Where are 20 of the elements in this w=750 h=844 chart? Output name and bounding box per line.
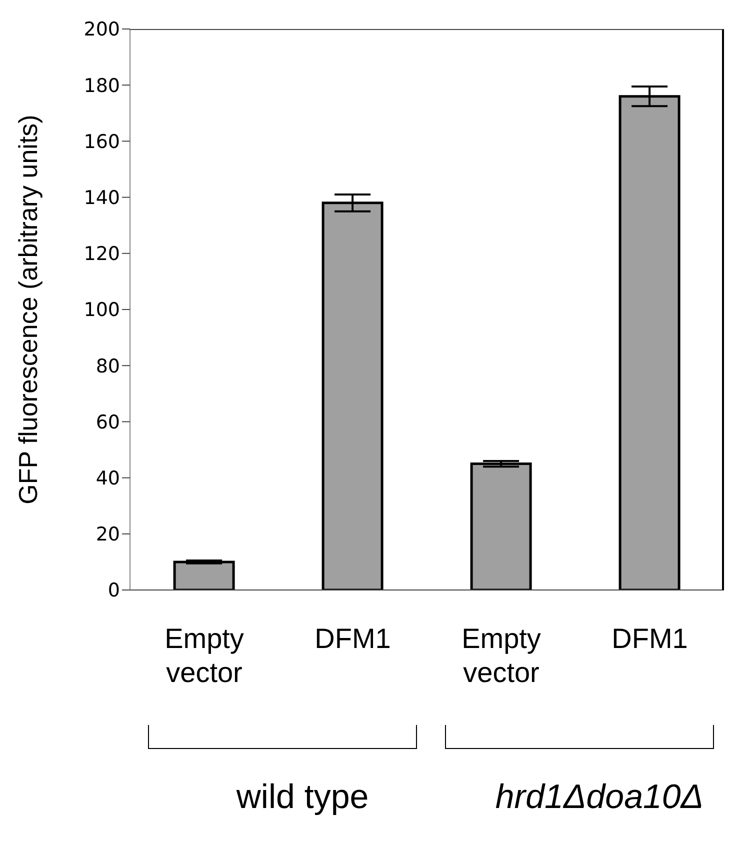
x-tick-label: Empty vector [462, 623, 541, 688]
y-tick-label: 200 [84, 18, 120, 41]
y-tick-label: 80 [96, 355, 120, 378]
y-tick-label: 100 [84, 299, 120, 322]
y-tick-label: 0 [108, 580, 120, 602]
y-tick-label: 140 [84, 187, 120, 210]
y-axis-title: GFP fluorescence (arbitrary units) [13, 114, 44, 504]
y-tick-label: 180 [84, 74, 120, 97]
bar [173, 560, 235, 590]
x-tick-label: Empty vector [164, 623, 244, 688]
text: wild type [235, 778, 370, 817]
text: hrd1Δdoa10Δ [494, 778, 705, 817]
y-tick-label: 120 [84, 243, 120, 266]
y-tick-label: 60 [96, 411, 120, 434]
y-tick-label: 40 [96, 468, 120, 490]
x-tick-label: DFM1 [612, 623, 688, 654]
bar [470, 462, 532, 590]
y-tick-label: 160 [84, 130, 120, 153]
y-tick-label: 20 [96, 524, 120, 546]
x-tick-label: DFM1 [314, 623, 391, 654]
